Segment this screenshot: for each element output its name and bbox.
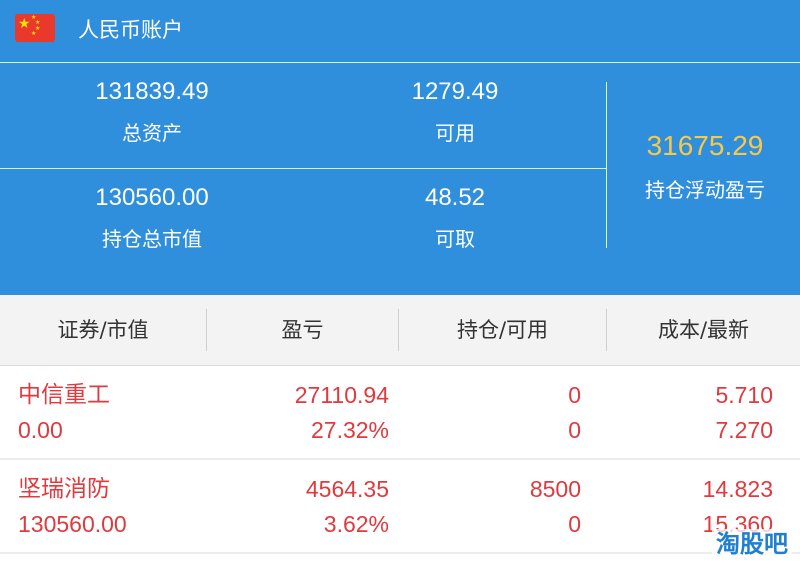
available-quantity: 0 xyxy=(568,417,581,443)
pnl-percent: 3.62% xyxy=(323,511,389,537)
column-divider xyxy=(606,309,607,351)
total-assets-stat: 131839.49 总资产 xyxy=(27,77,277,147)
divider xyxy=(0,168,606,169)
account-header[interactable]: ★ ★ ★ ★ ★ 人民币账户 xyxy=(0,0,800,62)
divider xyxy=(0,62,800,63)
pnl-amount: 4564.35 xyxy=(305,476,389,502)
column-divider xyxy=(398,309,399,351)
account-summary-panel: ★ ★ ★ ★ ★ 人民币账户 131839.49 总资产 1279.49 可用… xyxy=(0,0,800,295)
account-title: 人民币账户 xyxy=(78,18,183,42)
available-quantity: 0 xyxy=(568,511,581,537)
position-quantity: 0 xyxy=(568,382,581,408)
security-market-value: 0.00 xyxy=(18,417,63,443)
latest-price: 7.270 xyxy=(715,417,773,443)
security-name: 坚瑞消防 xyxy=(18,476,110,502)
available-value: 1279.49 xyxy=(411,78,499,105)
floating-pnl-value: 31675.29 xyxy=(646,130,764,161)
table-row[interactable]: 坚瑞消防 130560.00 4564.35 3.62% 8500 0 14.8… xyxy=(0,460,800,552)
available-stat: 1279.49 可用 xyxy=(330,77,580,147)
column-header-pnl[interactable]: 盈亏 xyxy=(281,318,324,342)
withdrawable-value: 48.52 xyxy=(424,184,486,211)
total-assets-value: 131839.49 xyxy=(95,78,209,105)
withdrawable-stat: 48.52 可取 xyxy=(330,183,580,253)
divider xyxy=(606,82,607,248)
withdrawable-label: 可取 xyxy=(435,227,475,251)
china-flag-icon: ★ ★ ★ ★ ★ xyxy=(15,14,55,42)
position-market-value-stat: 130560.00 持仓总市值 xyxy=(27,183,277,253)
floating-pnl-label: 持仓浮动盈亏 xyxy=(645,178,765,202)
security-name: 中信重工 xyxy=(18,382,110,408)
row-divider xyxy=(0,458,800,460)
holdings-table-header: 证券/市值 盈亏 持仓/可用 成本/最新 xyxy=(0,295,800,366)
pnl-amount: 27110.94 xyxy=(294,382,389,408)
available-label: 可用 xyxy=(435,121,475,145)
total-assets-label: 总资产 xyxy=(122,121,182,145)
security-market-value: 130560.00 xyxy=(18,511,127,537)
pnl-percent: 27.32% xyxy=(310,417,389,443)
column-divider xyxy=(206,309,207,351)
cost-price: 14.823 xyxy=(702,476,773,502)
position-market-value-value: 130560.00 xyxy=(95,184,209,211)
position-market-value-label: 持仓总市值 xyxy=(102,227,202,251)
position-quantity: 8500 xyxy=(529,476,581,502)
column-header-cost[interactable]: 成本/最新 xyxy=(657,318,750,342)
column-header-position[interactable]: 持仓/可用 xyxy=(456,318,549,342)
column-header-security[interactable]: 证券/市值 xyxy=(57,318,149,342)
cost-price: 5.710 xyxy=(715,382,773,408)
watermark-logo: 淘股吧 xyxy=(712,529,792,559)
floating-pnl-stat: 31675.29 持仓浮动盈亏 xyxy=(620,130,790,204)
table-row[interactable]: 中信重工 0.00 27110.94 27.32% 0 0 5.710 7.27… xyxy=(0,366,800,458)
row-divider xyxy=(0,552,800,554)
